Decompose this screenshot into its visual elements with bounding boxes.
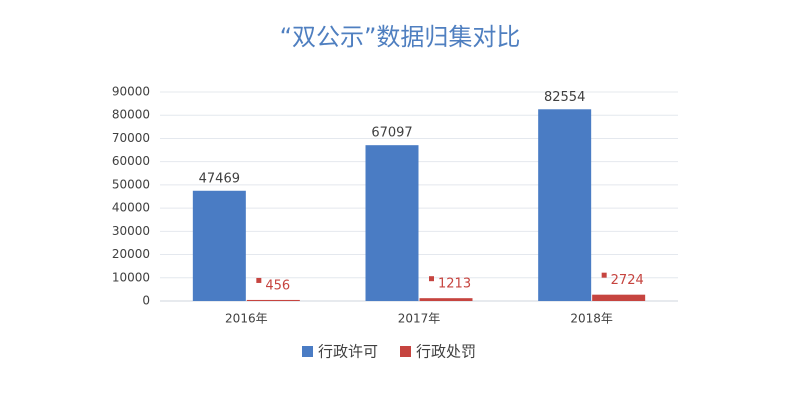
x-tick-label: 2017年 (398, 312, 441, 326)
y-tick-label: 60000 (112, 154, 150, 168)
y-tick-label: 0 (142, 294, 150, 308)
data-label: 82554 (544, 90, 585, 105)
data-label: 2724 (611, 273, 644, 288)
label-marker (256, 277, 262, 283)
bar (538, 109, 592, 302)
x-tick-label: 2018年 (570, 312, 613, 326)
bar (192, 190, 246, 301)
x-tick-label: 2016年 (225, 312, 268, 326)
y-tick-label: 10000 (112, 270, 150, 284)
y-tick-label: 70000 (112, 131, 150, 145)
legend-label: 行政许可 (318, 343, 378, 361)
label-marker (429, 276, 434, 282)
data-label: 456 (265, 278, 290, 293)
legend-swatch (302, 346, 313, 357)
y-tick-label: 80000 (112, 108, 150, 122)
chart-title: “双公示”数据归集对比 (280, 23, 521, 51)
bar (365, 145, 419, 301)
bar (592, 294, 646, 301)
y-tick-label: 50000 (112, 177, 150, 191)
legend-swatch (400, 346, 411, 357)
bar (246, 299, 300, 301)
data-label: 1213 (438, 277, 471, 292)
label-marker (601, 272, 607, 278)
legend-label: 行政处罚 (416, 343, 476, 361)
y-tick-label: 20000 (112, 247, 150, 261)
y-tick-label: 90000 (112, 85, 150, 99)
y-tick-label: 40000 (112, 201, 150, 215)
data-label: 47469 (199, 171, 240, 186)
legend: 行政许可 行政处罚 (302, 343, 476, 361)
y-tick-label: 30000 (112, 224, 150, 238)
bar (419, 298, 473, 301)
data-label: 67097 (371, 126, 412, 141)
